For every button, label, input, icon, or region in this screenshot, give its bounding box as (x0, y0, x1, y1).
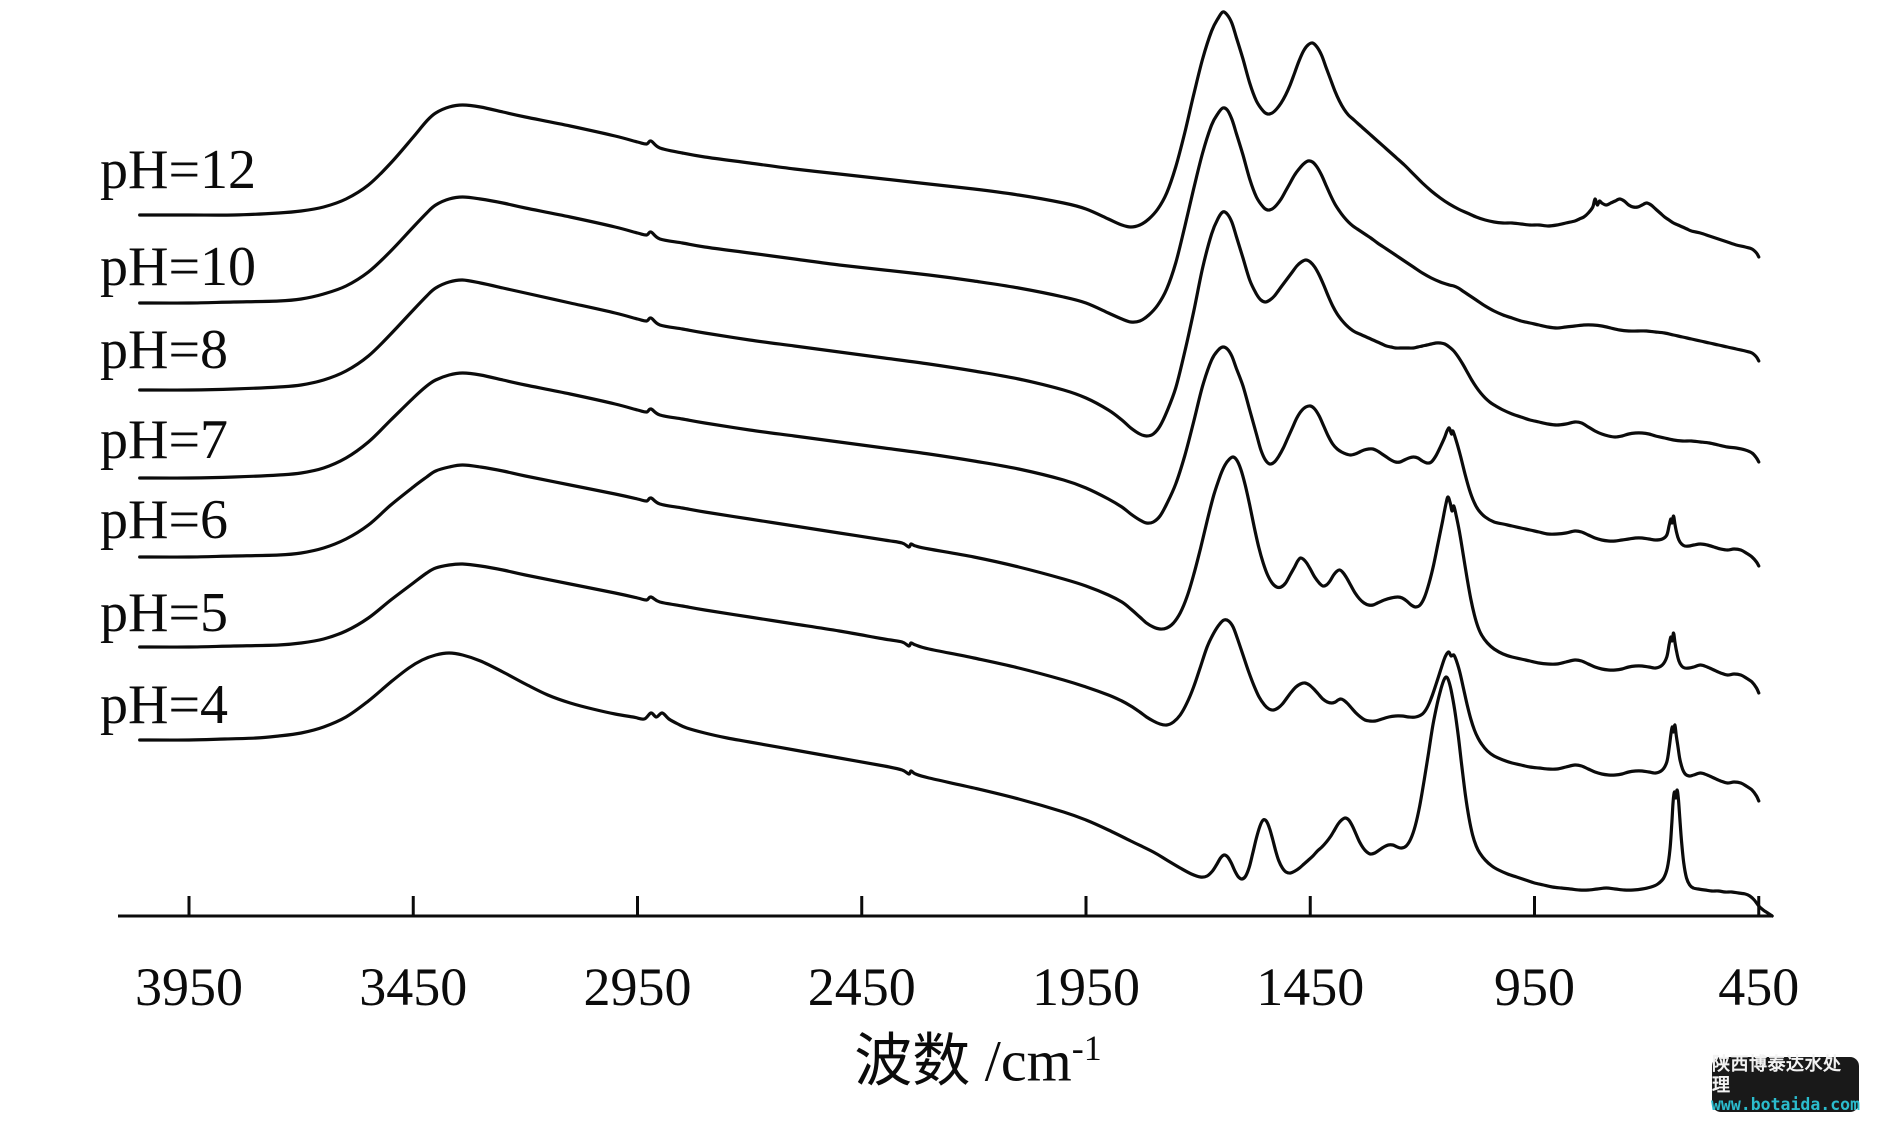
series-label-ph5: pH=5 (100, 582, 229, 644)
x-axis-tick-label: 3950 (135, 957, 243, 1017)
spectrum-curve-ph4 (138, 651, 1774, 918)
x-axis-tick-label: 1450 (1256, 957, 1364, 1017)
spectrum-curve-ph8 (138, 210, 1761, 464)
x-axis-title: 波数 /cm-1 (854, 1030, 1101, 1090)
x-axis-tick-label: 3450 (359, 957, 467, 1017)
series-label-ph4: pH=4 (100, 674, 229, 736)
watermark-company-name: 陕西博泰达水处理 (1712, 1054, 1842, 1096)
x-axis-tick-label: 1950 (1032, 957, 1140, 1017)
watermark-badge: 陕西博泰达水处理 www.botaida.com (1711, 1054, 1861, 1114)
watermark-url: www.botaida.com (1711, 1094, 1861, 1114)
x-axis-tick-label: 2450 (808, 957, 916, 1017)
series-label-ph7: pH=7 (100, 409, 229, 471)
spectrum-curve-ph6 (138, 455, 1761, 695)
x-axis-title-superscript: -1 (1071, 1028, 1102, 1068)
spectrum-curve-ph10 (138, 106, 1761, 363)
spectrum-curve-ph5 (138, 562, 1761, 803)
x-axis-tick-label: 2950 (584, 957, 692, 1017)
series-label-ph12: pH=12 (100, 139, 257, 201)
x-axis-tick-label: 450 (1718, 957, 1799, 1017)
x-axis-tick-label: 950 (1494, 957, 1575, 1017)
x-axis-title-text: 波数 /cm (854, 1028, 1072, 1094)
spectrum-curve-ph12 (138, 10, 1761, 259)
series-label-ph6: pH=6 (100, 489, 229, 551)
series-label-ph10: pH=10 (100, 236, 257, 298)
series-label-ph8: pH=8 (100, 319, 229, 381)
spectrum-curve-ph7 (138, 345, 1761, 568)
